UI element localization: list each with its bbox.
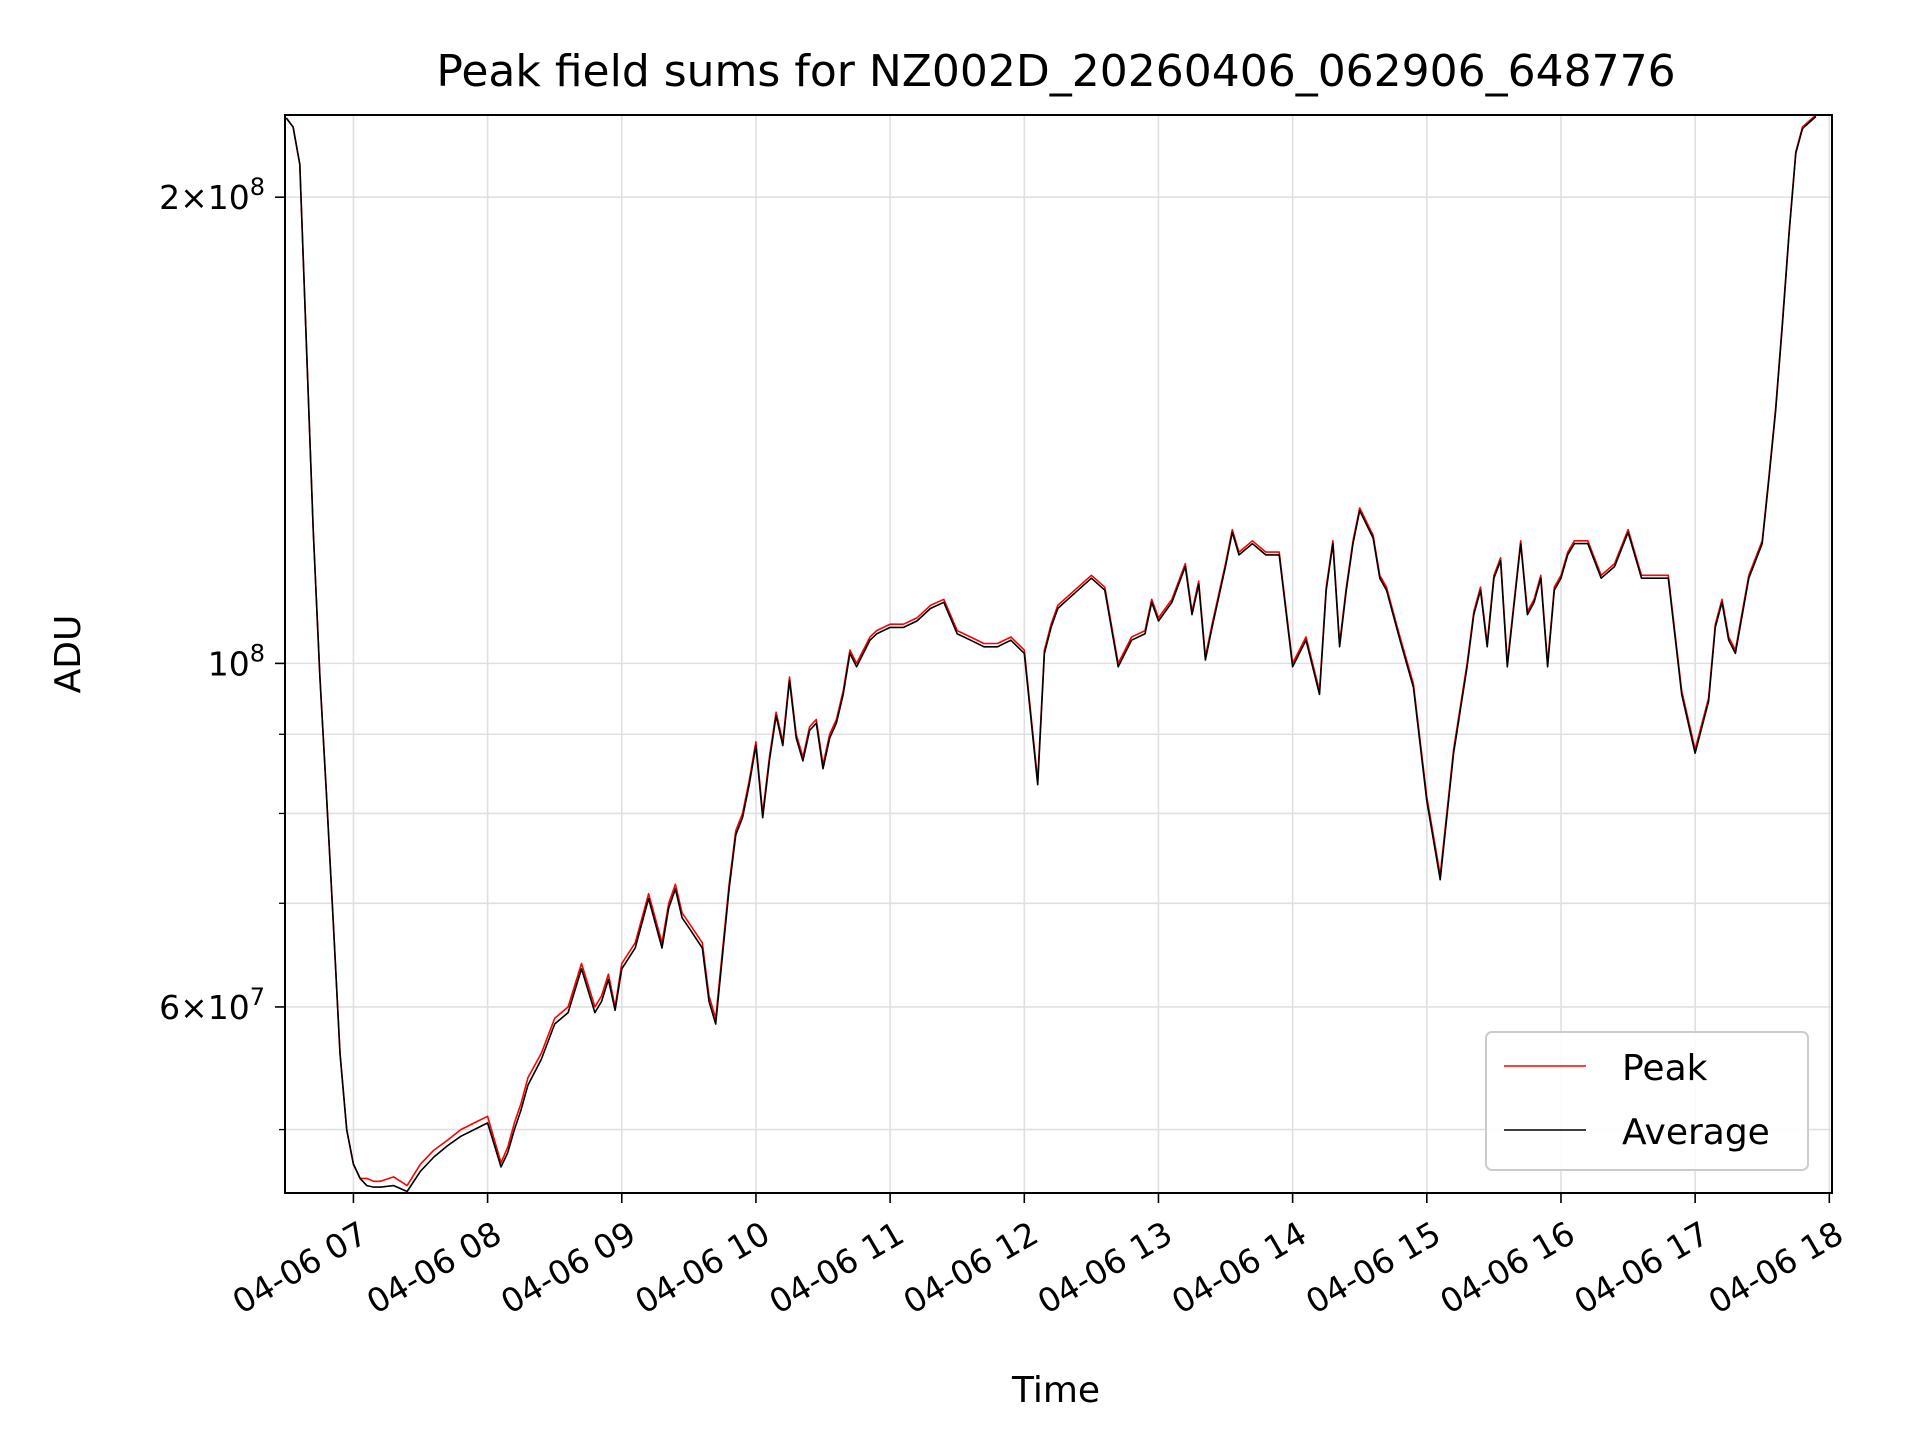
y-tick-label: 108 — [208, 639, 265, 683]
legend-label-peak: Peak — [1622, 1048, 1708, 1089]
x-axis-label: Time — [1011, 1370, 1100, 1411]
y-tick-label: 2×108 — [159, 173, 265, 217]
y-tick-label: 6×107 — [159, 983, 265, 1027]
y-axis: 6×107 108 2×108 — [159, 173, 285, 1131]
y-axis-label: ADU — [48, 615, 89, 694]
chart-title: Peak field sums for NZ002D_20260406_0629… — [436, 46, 1675, 97]
series-lines — [285, 114, 1817, 1193]
plot-frame — [284, 114, 1833, 1194]
legend-label-average: Average — [1622, 1112, 1770, 1153]
series-line-average — [285, 115, 1817, 1193]
grid — [285, 115, 1832, 1193]
legend: Peak Average — [1485, 1031, 1809, 1171]
